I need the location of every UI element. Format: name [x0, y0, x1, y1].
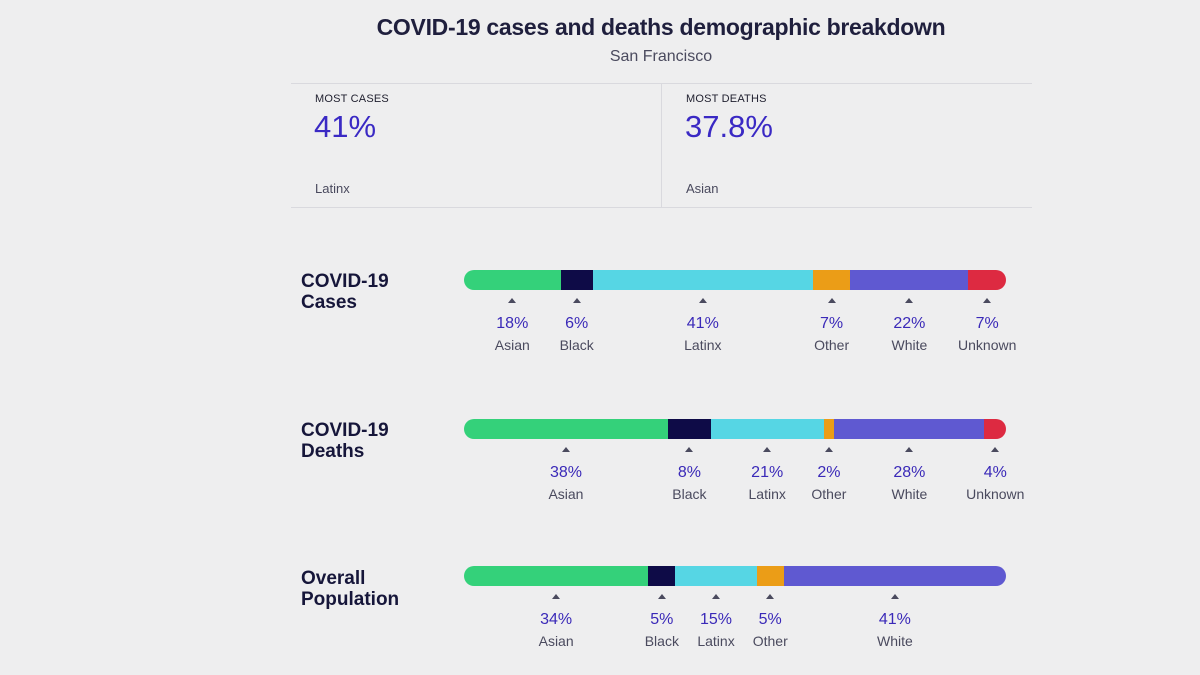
marker-triangle-icon	[905, 298, 914, 303]
data-label-group: Black	[672, 486, 707, 502]
data-label-value: 4%	[983, 464, 1007, 481]
stacked-bar-overall-population	[464, 566, 1006, 586]
data-label-group: White	[891, 337, 928, 353]
marker-triangle-icon	[552, 594, 561, 599]
data-label-group: White	[876, 633, 913, 649]
row-label-covid-19-deaths: COVID-19 Deaths	[301, 420, 389, 462]
most-deaths-label: MOST DEATHS	[686, 93, 767, 105]
bar-segment-other	[812, 270, 851, 290]
data-label-group: Asian	[538, 633, 574, 649]
bar-segment-asian	[464, 566, 649, 586]
most-cases-stat: MOST CASES 41% Latinx	[291, 84, 662, 207]
data-label-group: Black	[644, 633, 679, 649]
marker-triangle-icon	[712, 594, 721, 599]
most-deaths-stat: MOST DEATHS 37.8% Asian	[662, 84, 1032, 207]
marker-triangle-icon	[561, 447, 570, 452]
data-label-value: 28%	[893, 464, 926, 481]
bar-segment-asian	[464, 419, 668, 439]
row-label-covid-19-cases: COVID-19 Cases	[301, 271, 389, 313]
data-label-group: Unknown	[958, 337, 1017, 353]
data-label-value: 8%	[677, 464, 701, 481]
most-deaths-group: Asian	[686, 181, 719, 196]
data-label-value: 21%	[751, 464, 784, 481]
bar-segment-black	[560, 270, 593, 290]
data-label-group: Asian	[494, 337, 530, 353]
data-label-value: 15%	[700, 611, 733, 628]
row-label-overall-population: Overall Population	[301, 568, 399, 610]
data-label-value: 2%	[817, 464, 841, 481]
marker-triangle-icon	[890, 594, 899, 599]
bar-segment-other	[756, 566, 784, 586]
data-label-value: 38%	[549, 464, 582, 481]
row-label-line: Population	[301, 589, 400, 610]
data-label-group: Other	[811, 486, 847, 502]
data-label-group: Latinx	[748, 486, 786, 502]
data-label-value: 7%	[820, 315, 844, 332]
marker-triangle-icon	[572, 298, 581, 303]
bar-segment-white	[850, 270, 969, 290]
marker-triangle-icon	[766, 594, 775, 599]
bar-segment-black	[667, 419, 711, 439]
data-label-group: Black	[559, 337, 594, 353]
marker-triangle-icon	[685, 447, 694, 452]
data-label-group: Unknown	[966, 486, 1025, 502]
marker-triangle-icon	[824, 447, 833, 452]
data-label-group: Other	[814, 337, 850, 353]
summary-stats: MOST CASES 41% Latinx MOST DEATHS 37.8% …	[291, 83, 1032, 208]
most-deaths-value: 37.8%	[685, 109, 773, 144]
bar-segment-white	[783, 566, 1006, 586]
data-label-group: Latinx	[697, 633, 735, 649]
marker-triangle-icon	[763, 447, 772, 452]
bar-segment-unknown	[968, 270, 1006, 290]
data-label-value: 5%	[758, 611, 782, 628]
marker-triangle-icon	[991, 447, 1000, 452]
stacked-bar-covid-19-deaths	[464, 419, 1006, 439]
chart-title: COVID-19 cases and deaths demographic br…	[376, 14, 946, 40]
data-label-value: 7%	[975, 315, 999, 332]
bar-segment-white	[834, 419, 985, 439]
data-label-group: White	[891, 486, 928, 502]
data-label-value: 41%	[686, 315, 719, 332]
row-label-line: COVID-19	[301, 271, 389, 292]
bar-segment-latinx	[675, 566, 757, 586]
marker-triangle-icon	[983, 298, 992, 303]
marker-triangle-icon	[827, 298, 836, 303]
marker-triangle-icon	[905, 447, 914, 452]
row-label-line: Deaths	[301, 441, 365, 462]
data-label-value: 22%	[893, 315, 926, 332]
bar-segment-asian	[464, 270, 561, 290]
marker-triangle-icon	[508, 298, 517, 303]
data-label-value: 5%	[650, 611, 674, 628]
data-label-group: Latinx	[684, 337, 722, 353]
data-label-group: Asian	[548, 486, 584, 502]
bar-segment-unknown	[984, 419, 1006, 439]
most-cases-value: 41%	[314, 109, 377, 144]
data-label-value: 18%	[496, 315, 529, 332]
data-label-value: 6%	[565, 315, 589, 332]
row-label-line: COVID-19	[301, 420, 389, 441]
bar-segment-latinx	[710, 419, 824, 439]
data-label-group: Other	[752, 633, 788, 649]
bar-segment-black	[648, 566, 676, 586]
data-label-value: 34%	[540, 611, 573, 628]
row-label-line: Cases	[301, 292, 357, 313]
marker-triangle-icon	[698, 298, 707, 303]
data-label-value: 41%	[878, 611, 911, 628]
row-label-line: Overall	[301, 568, 366, 589]
stacked-bar-covid-19-cases	[464, 270, 1006, 290]
most-cases-group: Latinx	[315, 181, 350, 196]
chart-subtitle: San Francisco	[609, 48, 713, 65]
most-cases-label: MOST CASES	[315, 93, 389, 105]
bar-segment-latinx	[592, 270, 813, 290]
marker-triangle-icon	[657, 594, 666, 599]
bar-segment-other	[823, 419, 835, 439]
